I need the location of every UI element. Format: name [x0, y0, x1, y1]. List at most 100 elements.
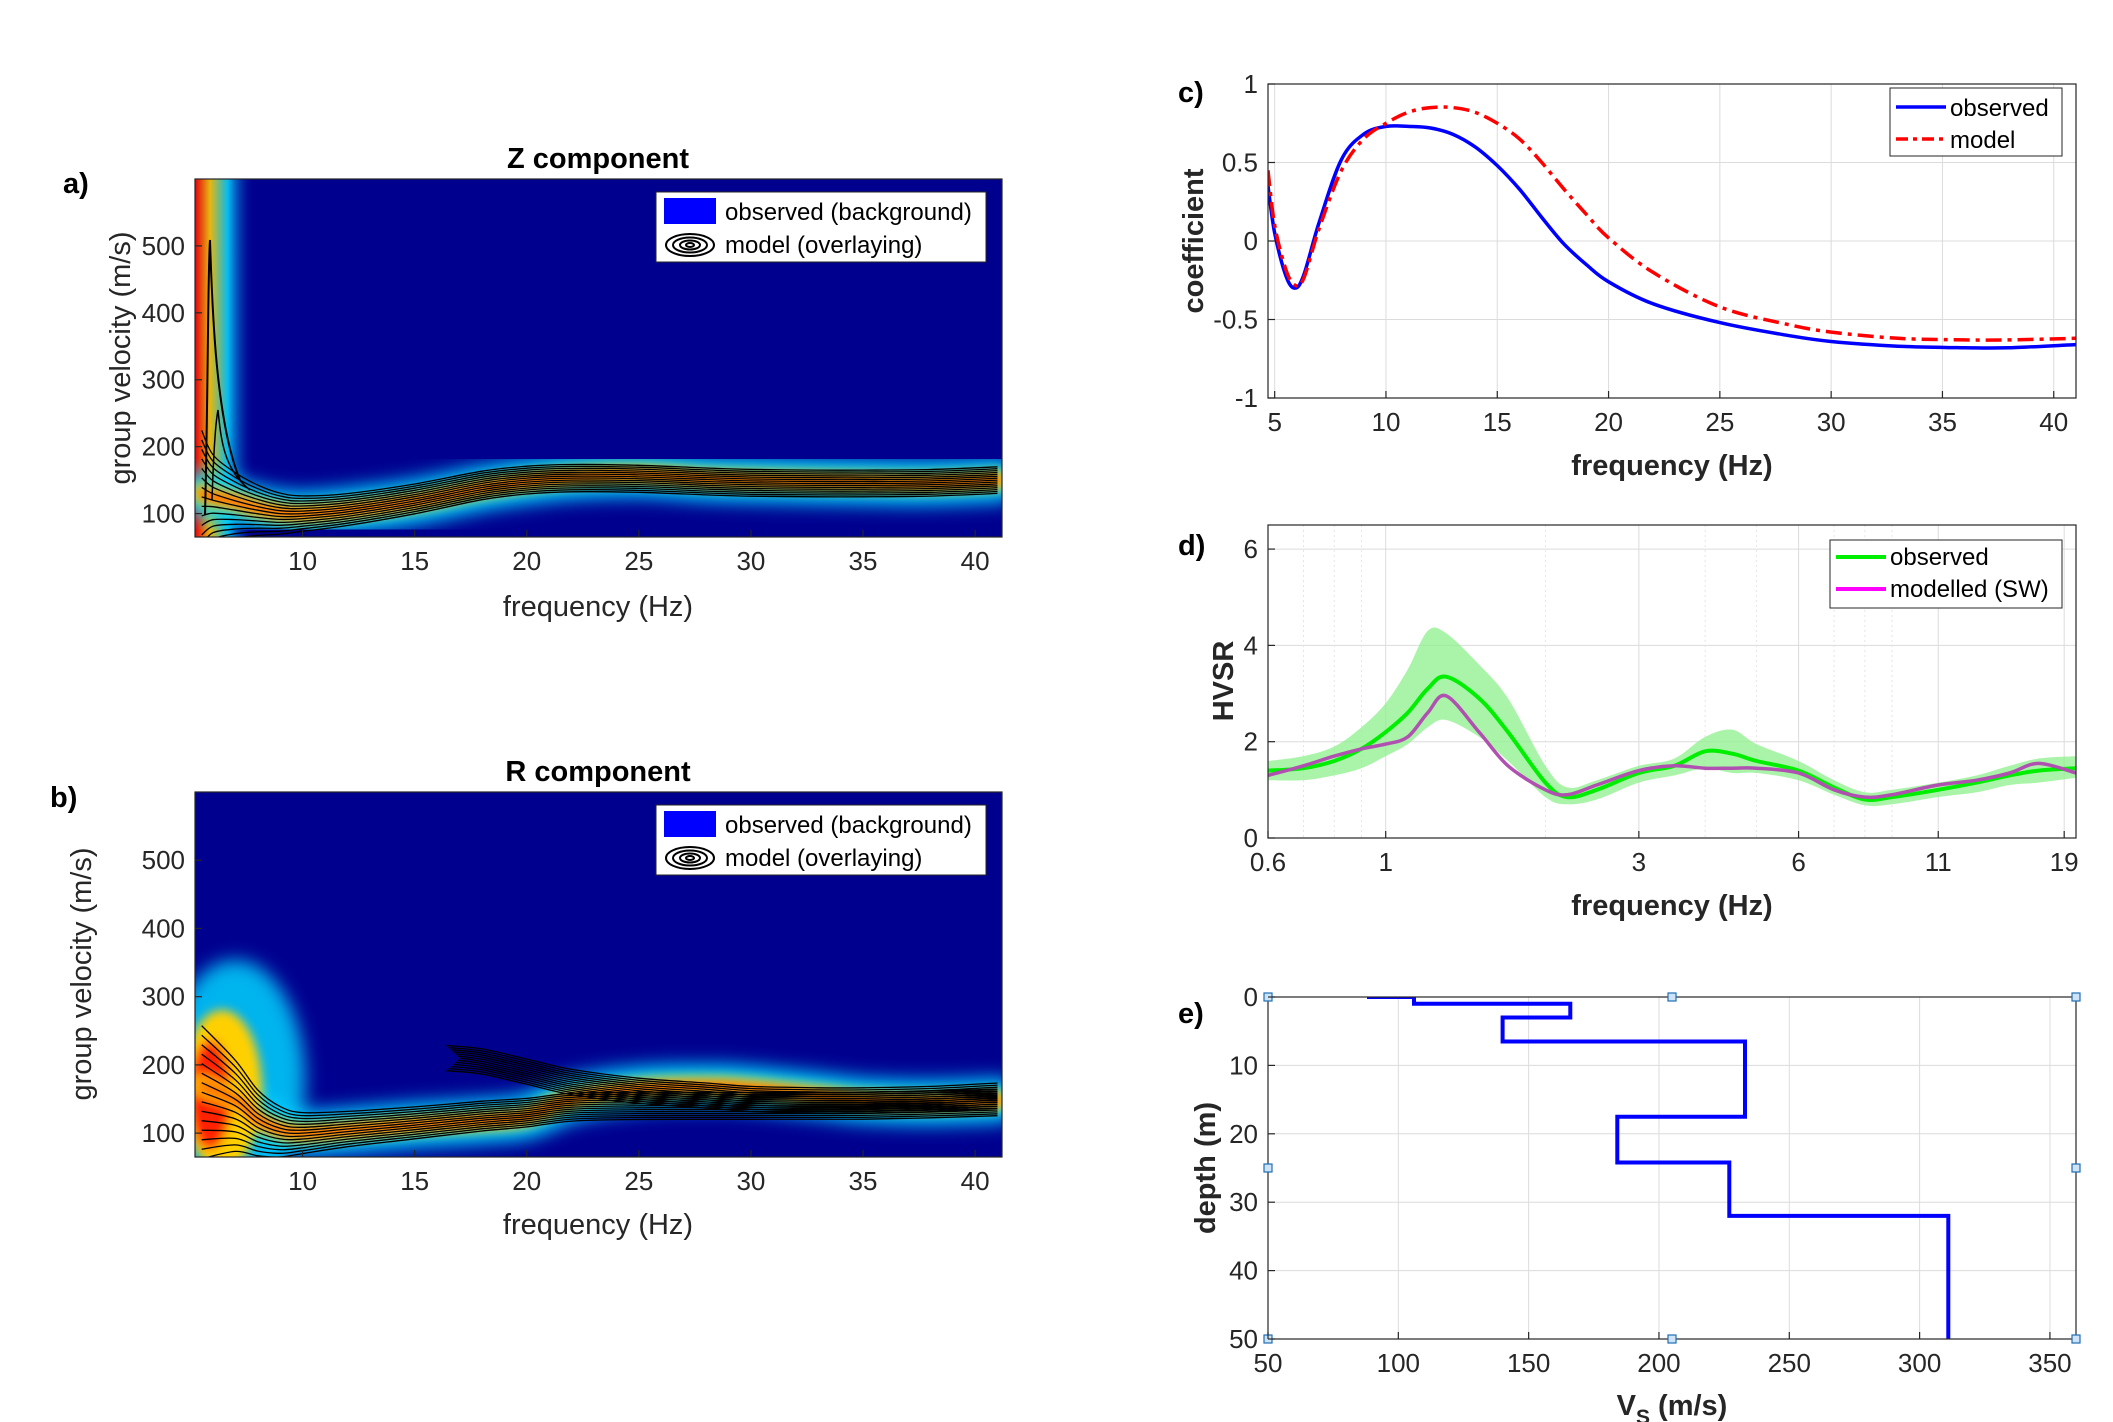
panel-c-xtick-label: 35 [1928, 407, 1957, 437]
panel-c-xtick-label: 5 [1267, 407, 1281, 437]
panel-a-xtick-label: 15 [400, 546, 429, 576]
panel-d: d) 0.6 1 3 6 11 19 0 2 4 6 frequency (Hz) HVSR ob… [1178, 524, 2079, 922]
panel-e-ytick-label: 0 [1244, 982, 1258, 1012]
model-contour-line [455, 1053, 998, 1097]
model-contour-line [201, 430, 998, 497]
panel-c-xtick-label: 25 [1705, 407, 1734, 437]
panel-a-xtick-label: 30 [736, 546, 765, 576]
panel-c-label: c) [1178, 77, 1204, 109]
panel-d-observed-range [1268, 627, 2076, 807]
panel-c-model-line [1268, 105, 2076, 342]
panel-d-xtick-label: 11 [1925, 847, 1952, 877]
panel-b-model-contours [201, 1025, 998, 1157]
model-contour-line [201, 458, 998, 505]
model-contour-line [201, 1091, 998, 1135]
panel-d-legend: observed modelled (SW) [1829, 539, 2063, 609]
model-contour-line [459, 1057, 998, 1102]
model-contour-line [201, 1111, 998, 1151]
panel-c-xtick-label: 15 [1483, 407, 1512, 437]
panel-a-legend: observed (background) model (overlaying) [655, 191, 987, 263]
panel-b-ytick-label: 400 [142, 913, 185, 943]
panel-e-corner-marker [1667, 992, 1677, 1002]
model-contour-line [446, 1070, 998, 1114]
panel-b-ytick-label: 100 [142, 1118, 185, 1148]
panel-d-xtick-label: 0.6 [1250, 847, 1286, 877]
panel-e-xlabel: VS (m/s) [1617, 1390, 1728, 1422]
model-contour-line [448, 1046, 998, 1091]
panel-c-legend-observed: observed [1950, 95, 2049, 122]
panel-e-ytick-label: 10 [1229, 1050, 1258, 1080]
panel-e-ylabel: depth (m) [1190, 1102, 1222, 1234]
panel-b-xtick-label: 20 [512, 1166, 541, 1196]
panel-d-xtick-label: 3 [1632, 847, 1646, 877]
panel-a-xlabel: frequency (Hz) [503, 591, 693, 623]
model-contour-line [238, 491, 998, 537]
panel-e-xlabel-sub: S [1636, 1406, 1650, 1422]
model-contour-line [201, 1101, 998, 1138]
model-contour-line [448, 1067, 998, 1112]
panel-c-ytick-label: -0.5 [1213, 305, 1258, 335]
panel-d-ytick-label: 2 [1244, 727, 1258, 757]
panel-a-ytick-label: 300 [142, 365, 185, 395]
panel-c-xtick-label: 40 [2039, 407, 2068, 437]
model-contour-line [201, 1113, 998, 1154]
model-contour-line [201, 439, 998, 500]
panel-d-ylabel: HVSR [1208, 641, 1240, 722]
panel-b: b) R component 10 15 20 25 30 35 40 100 200 300 40… [50, 756, 1003, 1241]
panel-c-legend-model: model [1950, 127, 2015, 154]
panel-d-legend-observed: observed [1890, 544, 1989, 571]
panel-e-corner-marker [2071, 1163, 2081, 1173]
panel-d-label: d) [1178, 530, 1205, 562]
model-contour-line [457, 1055, 998, 1100]
panel-e-xtick-label: 250 [1768, 1348, 1811, 1378]
panel-b-title: R component [505, 756, 691, 788]
panel-b-ytick-label: 300 [142, 982, 185, 1012]
panel-a-xtick-label: 40 [961, 546, 990, 576]
panel-a-ytick-label: 400 [142, 298, 185, 328]
panel-a-ytick-label: 100 [142, 499, 185, 529]
panel-e-ytick-label: 30 [1229, 1187, 1258, 1217]
panel-a-ytick-label: 200 [142, 432, 185, 462]
panel-a-xtick-label: 10 [288, 546, 317, 576]
panel-e-corner-marker [2071, 1334, 2081, 1344]
panel-e-xtick-label: 300 [1898, 1348, 1941, 1378]
panel-c-xtick-label: 30 [1817, 407, 1846, 437]
model-contour-line [206, 487, 998, 537]
panel-b-xlabel: frequency (Hz) [503, 1209, 693, 1241]
model-contour-line [201, 479, 998, 518]
panel-b-xtick-label: 10 [288, 1166, 317, 1196]
panel-a-ylabel: group velocity (m/s) [105, 231, 137, 484]
panel-e-xlabel-v: V [1617, 1390, 1637, 1422]
panel-a-title: Z component [507, 143, 689, 175]
panel-e-xtick-label: 200 [1637, 1348, 1680, 1378]
model-contour-line [201, 481, 998, 521]
panel-e-xtick-label: 350 [2028, 1348, 2071, 1378]
panel-b-xtick-label: 35 [849, 1166, 878, 1196]
model-contour-line [452, 1051, 998, 1095]
panel-d-xlabel: frequency (Hz) [1571, 890, 1772, 922]
model-contour-line [201, 1105, 998, 1141]
panel-d-ytick-label: 0 [1244, 823, 1258, 853]
panel-d-modelled-line [1268, 693, 2076, 800]
panel-c-ytick-label: 1 [1244, 69, 1258, 99]
panel-b-xtick-label: 15 [400, 1166, 429, 1196]
panel-a-legend-observed: observed (background) [725, 199, 972, 226]
panel-d-xtick-label: 19 [2050, 847, 2079, 877]
panel-b-xtick-label: 30 [736, 1166, 765, 1196]
model-contour-line [201, 475, 998, 513]
panel-d-legend-modelled: modelled (SW) [1890, 576, 2049, 603]
panel-c-observed-line [1268, 123, 2076, 350]
panel-c-legend: observed model [1889, 87, 2063, 157]
panel-e-ytick-label: 20 [1229, 1119, 1258, 1149]
panel-a-xtick-label: 25 [624, 546, 653, 576]
panel-c-ylabel: coefficient [1178, 168, 1210, 313]
panel-b-ytick-label: 500 [142, 845, 185, 875]
panel-d-observed-line [1268, 674, 2076, 803]
panel-a: a) Z component 10 15 20 25 30 35 40 100 200 300 40… [63, 143, 1003, 623]
panel-b-xtick-label: 25 [624, 1166, 653, 1196]
panel-e-ytick-label: 50 [1229, 1324, 1258, 1354]
model-contour-line [201, 473, 998, 510]
panel-e-label: e) [1178, 998, 1204, 1030]
panel-b-label: b) [50, 782, 77, 814]
